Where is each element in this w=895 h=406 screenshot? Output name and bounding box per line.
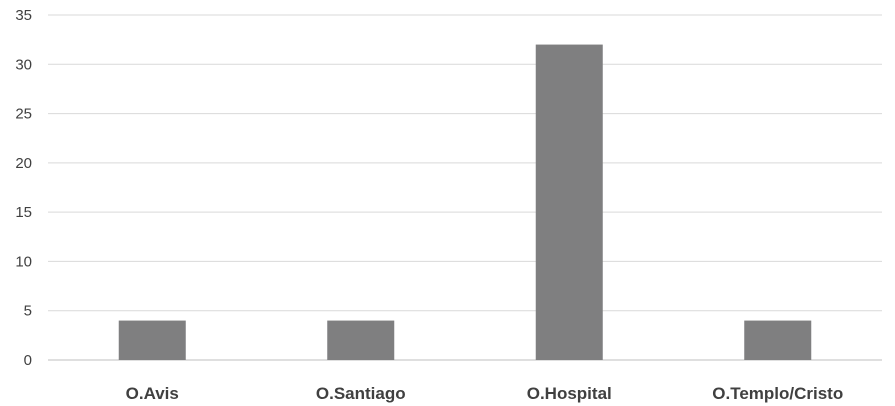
y-tick-label: 15 (15, 204, 32, 221)
y-tick-label: 0 (24, 352, 32, 369)
y-tick-label: 5 (24, 303, 32, 320)
y-axis-tick-labels: 0 5 10 15 20 25 30 35 (15, 7, 32, 369)
y-tick-label: 20 (15, 155, 32, 172)
x-tick-label: O.Santiago (316, 384, 406, 403)
bar-o-templo-cristo (744, 320, 812, 360)
bars (118, 44, 812, 360)
x-axis-tick-labels: O.Avis O.Santiago O.Hospital O.Templo/Crist… (126, 384, 844, 403)
x-tick-label: O.Avis (126, 384, 179, 403)
y-tick-label: 25 (15, 106, 32, 123)
bar-o-hospital (535, 44, 603, 360)
x-tick-label: O.Templo/Cristo (712, 384, 843, 403)
y-tick-label: 10 (15, 253, 32, 270)
gridlines (48, 14, 882, 361)
bar-o-santiago (327, 320, 395, 360)
y-tick-label: 35 (15, 7, 32, 24)
x-tick-label: O.Hospital (527, 384, 612, 403)
y-tick-label: 30 (15, 56, 32, 73)
bar-o-avis (118, 320, 186, 360)
